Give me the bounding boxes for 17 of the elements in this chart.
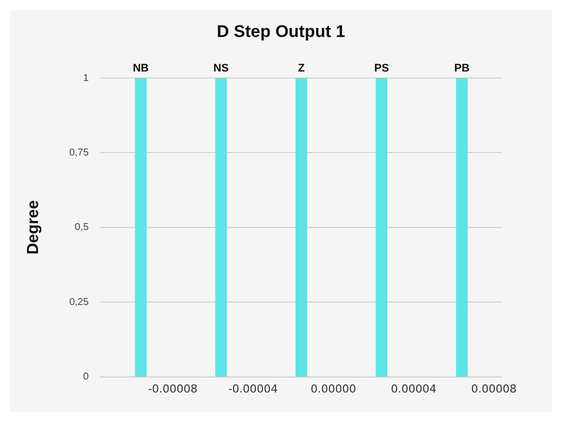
data-label: PS	[374, 62, 389, 75]
y-axis-title: Degree	[25, 200, 42, 255]
y-tick-label: 1	[83, 72, 90, 84]
data-label: PB	[454, 62, 470, 75]
x-tick-label: 0.00008	[471, 382, 517, 396]
x-tick-label: 0.00000	[310, 382, 356, 396]
x-tick-label: -0.00004	[228, 382, 278, 396]
y-tick-label: 0,25	[69, 296, 90, 308]
data-label: NB	[132, 62, 149, 75]
data-label: Z	[298, 62, 305, 75]
x-tick-label: 0.00004	[390, 382, 436, 396]
y-tick-label: 0	[83, 372, 90, 383]
chart-title: D Step Output 1	[216, 22, 346, 42]
x-tick-label: -0.00008	[148, 382, 198, 396]
y-tick-label: 0,5	[74, 222, 90, 234]
data-label: NS	[213, 62, 229, 75]
y-tick-label: 0,75	[69, 147, 90, 158]
